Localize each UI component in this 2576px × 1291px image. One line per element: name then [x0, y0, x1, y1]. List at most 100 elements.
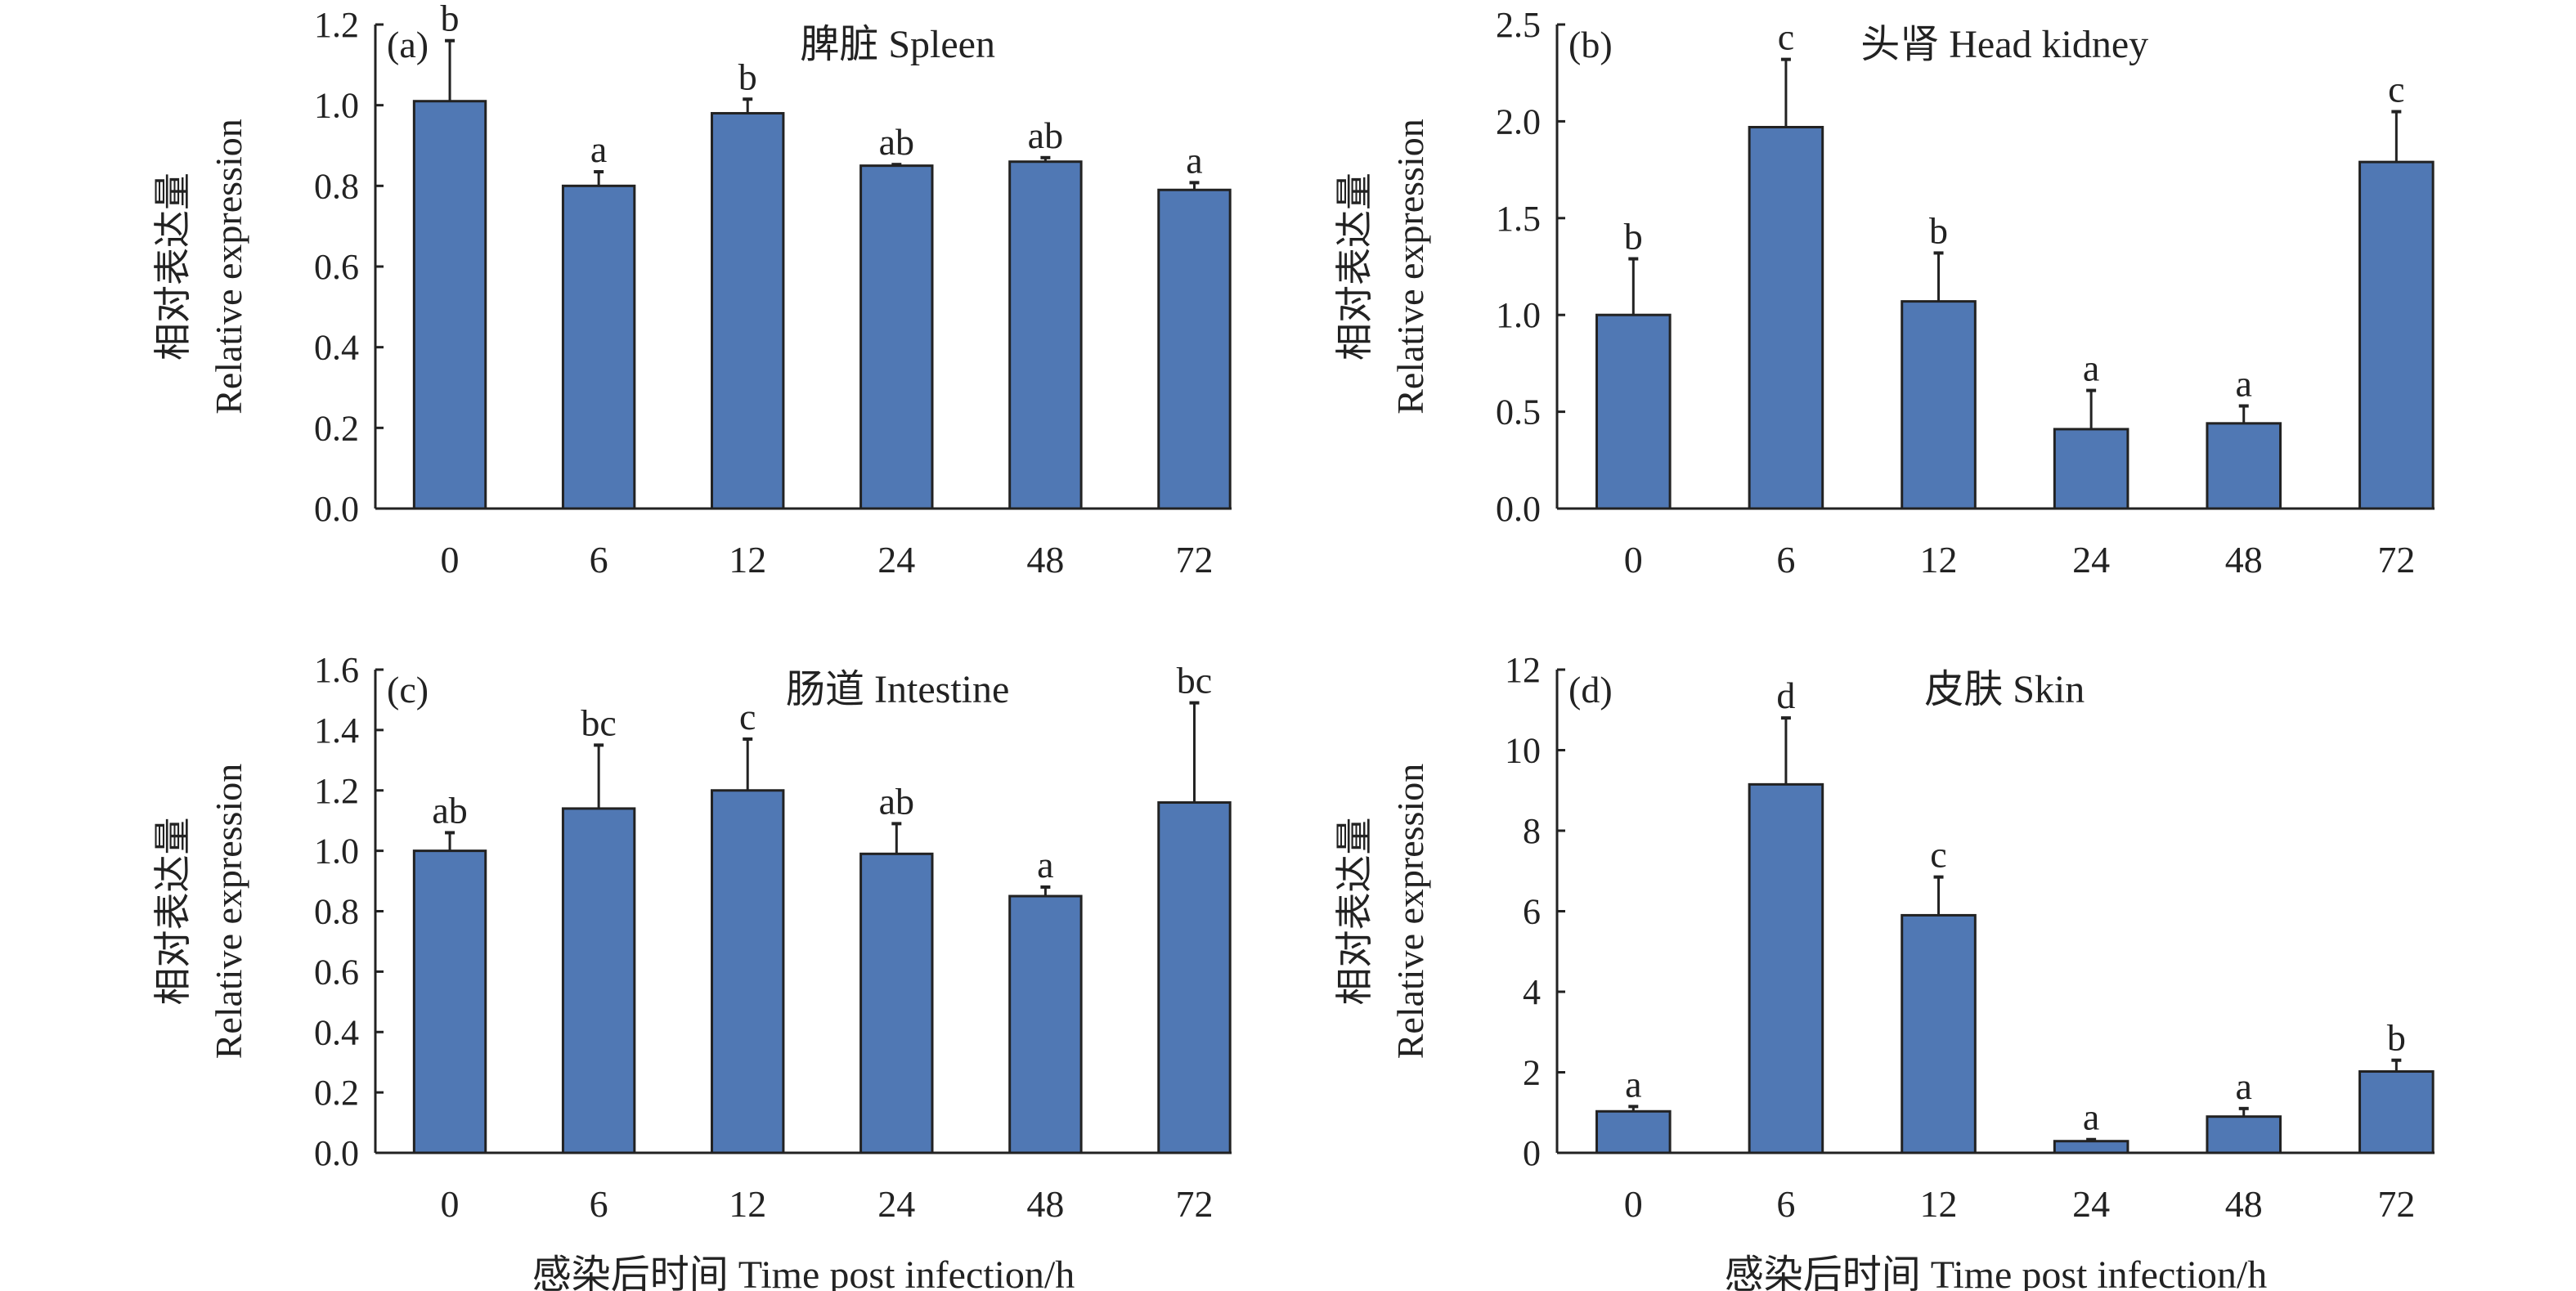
y-tick-label: 1.0: [314, 86, 359, 126]
y-tick-label: 0.0: [314, 1133, 359, 1173]
x-tick-label: 48: [1026, 539, 1064, 581]
significance-letter: a: [2083, 1096, 2099, 1138]
x-tick-label: 24: [2072, 539, 2110, 581]
bar: [1595, 313, 1672, 510]
bar: [1901, 913, 1977, 1154]
bar: [1901, 300, 1977, 510]
significance-letter: a: [2236, 1065, 2252, 1107]
bar: [711, 112, 785, 510]
significance-letter: a: [590, 128, 607, 170]
bar: [859, 164, 934, 510]
x-tick-label: 0: [441, 1183, 460, 1225]
significance-letter: bc: [581, 702, 616, 743]
y-tick-label: 1.4: [314, 710, 359, 751]
significance-letter: ab: [879, 780, 914, 822]
y-tick-label: 12: [1505, 650, 1541, 690]
x-axis-label: 感染后时间 Time post infection/h: [1725, 1253, 2268, 1291]
x-tick-label: 24: [877, 539, 915, 581]
panel-title: 脾脏 Spleen: [800, 23, 995, 66]
bar: [2358, 160, 2435, 510]
bar: [1595, 1109, 1672, 1154]
significance-letter: c: [1930, 834, 1946, 876]
y-tick-label: 0.0: [1496, 489, 1541, 529]
significance-letter: ab: [1028, 114, 1063, 156]
x-tick-label: 48: [1026, 1183, 1064, 1225]
bar: [2053, 1140, 2129, 1154]
x-axis-label: 感染后时间 Time post infection/h: [532, 1253, 1075, 1291]
bar: [2206, 422, 2282, 510]
panel-label: (b): [1568, 24, 1613, 65]
y-axis-label-cn: 相对表达量: [152, 818, 194, 1006]
x-tick-label: 12: [1920, 1183, 1958, 1225]
bar: [1748, 782, 1824, 1154]
y-tick-label: 2: [1523, 1053, 1541, 1093]
y-axis-label-cn: 相对表达量: [1334, 818, 1376, 1006]
y-tick-label: 2.5: [1496, 5, 1541, 45]
y-tick-label: 1.5: [1496, 199, 1541, 239]
y-tick-label: 0.0: [314, 489, 359, 529]
y-tick-label: 1.6: [314, 650, 359, 690]
y-tick-label: 1.0: [314, 832, 359, 872]
x-tick-label: 12: [1920, 539, 1958, 581]
y-tick-label: 0.4: [314, 1012, 359, 1052]
bar: [1008, 160, 1083, 510]
y-tick-label: 1.0: [1496, 295, 1541, 335]
significance-letter: b: [2387, 1017, 2406, 1059]
panel-title: 肠道 Intestine: [786, 668, 1009, 711]
y-axis-label-en: Relative expression: [208, 119, 249, 415]
panel-title: 皮肤 Skin: [1924, 668, 2085, 711]
bar: [1157, 801, 1232, 1154]
y-tick-label: 0.8: [314, 166, 359, 206]
x-tick-label: 72: [2377, 1183, 2415, 1225]
bar: [2053, 428, 2129, 510]
x-tick-label: 6: [590, 539, 608, 581]
panel-title: 头肾 Head kidney: [1860, 23, 2148, 66]
y-tick-label: 0.6: [314, 247, 359, 287]
bar: [859, 852, 934, 1154]
x-tick-label: 72: [1175, 539, 1213, 581]
y-tick-label: 0.6: [314, 952, 359, 992]
y-tick-label: 4: [1523, 972, 1541, 1012]
y-axis-label-cn: 相对表达量: [1334, 173, 1376, 361]
y-tick-label: 6: [1523, 892, 1541, 932]
bar: [412, 849, 487, 1154]
x-tick-label: 48: [2225, 539, 2263, 581]
panel-a: b 0 a 6 b 12 ab 24 ab 48 a 72 0.0 0.2 0.4 0.6 0.8 1.0 1.2 (…: [152, 0, 1232, 581]
bar: [561, 807, 636, 1154]
bar: [711, 789, 785, 1154]
x-tick-label: 6: [1776, 1183, 1795, 1225]
significance-letter: c: [1778, 16, 1794, 58]
bar: [1157, 188, 1232, 510]
panel-label: (d): [1568, 669, 1613, 710]
y-tick-label: 10: [1505, 731, 1541, 771]
y-tick-label: 0.5: [1496, 392, 1541, 433]
y-tick-label: 0.2: [314, 1073, 359, 1113]
significance-letter: a: [2236, 362, 2252, 404]
significance-letter: c: [2388, 69, 2404, 110]
significance-letter: c: [739, 696, 756, 737]
y-tick-label: 8: [1523, 811, 1541, 851]
significance-letter: a: [1037, 844, 1053, 885]
x-tick-label: 48: [2225, 1183, 2263, 1225]
significance-letter: b: [441, 0, 460, 39]
y-tick-label: 1.2: [314, 5, 359, 45]
y-tick-label: 2.0: [1496, 101, 1541, 141]
x-tick-label: 24: [877, 1183, 915, 1225]
panel-label: (c): [387, 669, 429, 710]
significance-letter: d: [1776, 675, 1795, 716]
significance-letter: b: [1624, 216, 1643, 258]
y-tick-label: 0.2: [314, 408, 359, 448]
y-axis-label-en: Relative expression: [1389, 764, 1431, 1060]
panel-b: b 0 c 6 b 12 a 24 a 48 c 72 0.0 0.5 1.0 1.5 2.0 2.5 (b) 头肾 …: [1334, 5, 2435, 581]
y-axis-label-cn: 相对表达量: [152, 173, 194, 361]
x-tick-label: 12: [729, 539, 766, 581]
y-tick-label: 1.2: [314, 771, 359, 811]
x-tick-label: 0: [1624, 539, 1643, 581]
significance-letter: b: [1929, 209, 1948, 251]
x-tick-label: 6: [590, 1183, 608, 1225]
panel-c: ab 0 bc 6 c 12 ab 24 a 48 bc 72 0.0 0.2 0.4 0.6 0.8 1.0 1.…: [152, 650, 1232, 1291]
x-tick-label: 72: [1175, 1183, 1213, 1225]
x-tick-label: 0: [441, 539, 460, 581]
